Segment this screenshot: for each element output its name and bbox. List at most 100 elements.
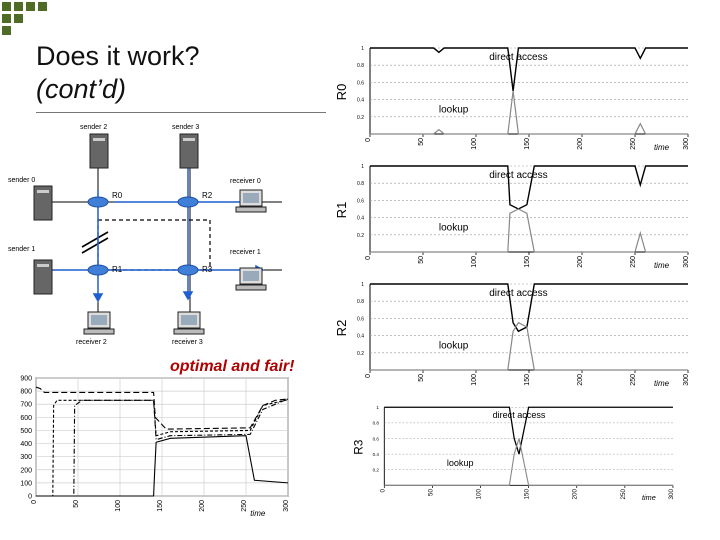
x-axis-label: time [654, 261, 670, 270]
y-tick-label-7: 700 [20, 402, 32, 409]
annotation-direct-access: direct access [493, 410, 546, 420]
receiver-2-label: receiver 2 [76, 339, 107, 346]
annotation-direct-access: direct access [489, 288, 547, 299]
x-axis-label: time [654, 379, 670, 388]
y-tick-label-5: 500 [20, 428, 32, 435]
x-tick-label-6: 300 [283, 500, 290, 512]
network-diagram: R0 R2 R1 R3 sender 0 sender 1 sender 2 s… [8, 124, 282, 346]
x-tick-label-6: 300 [683, 138, 690, 150]
x-tick-label-0: 0 [365, 138, 372, 142]
series-1 [370, 90, 688, 135]
sender-3-label: sender 3 [172, 124, 199, 131]
series-0 [370, 283, 688, 333]
y-tick-label-2: 0.6 [357, 198, 364, 204]
panel-label: R0 [334, 84, 349, 101]
router-r2-label: R2 [202, 191, 213, 200]
panel-r0: R0 0.2 0.4 0.6 0.8 1 0 50 100 150 200 250 300 time dir… [334, 46, 690, 152]
y-tick-label-3: 300 [20, 454, 32, 461]
sender-1: sender 1 [8, 246, 53, 295]
title-underline [36, 112, 326, 113]
x-axis-label: time [654, 143, 670, 152]
x-tick-label-1: 50 [73, 500, 80, 508]
receiver-1-label: receiver 1 [230, 249, 261, 256]
x-tick-label-3: 150 [524, 138, 531, 150]
title-subtitle: (cont’d) [36, 74, 127, 104]
x-tick-label-4: 200 [572, 488, 579, 499]
panel-r1: R1 0.2 0.4 0.6 0.8 1 0 50 100 150 200 250 300 time dir… [334, 164, 690, 270]
y-tick-label-0: 0.2 [373, 468, 380, 473]
x-tick-label-5: 250 [241, 500, 248, 512]
receiver-0-label: receiver 0 [230, 178, 261, 185]
x-tick-label-4: 200 [199, 500, 206, 512]
y-tick-label-1: 100 [20, 480, 32, 487]
annotation-lookup: lookup [439, 105, 469, 116]
x-tick-label-4: 200 [577, 138, 584, 150]
rate-chart: 0 100 200 300 400 500 600 700 800 900 0 50 100 150 200… [20, 376, 290, 519]
router-r0: R0 [87, 191, 123, 208]
receiver-2: receiver 2 [76, 311, 115, 346]
x-tick-label-5: 250 [630, 256, 637, 268]
y-tick-label-1: 0.4 [357, 216, 364, 222]
sender-3: sender 3 [172, 124, 199, 169]
sender-1-label: sender 1 [8, 246, 35, 253]
x-tick-label-2: 100 [115, 500, 122, 512]
sender-2: sender 2 [80, 124, 109, 169]
sender-2-label: sender 2 [80, 124, 107, 131]
y-tick-label-4: 1 [376, 405, 379, 410]
y-tick-label-1: 0.4 [373, 452, 380, 457]
annotation-direct-access: direct access [489, 170, 547, 181]
y-tick-label-2: 0.6 [357, 316, 364, 322]
x-tick-label-3: 150 [524, 256, 531, 268]
rate-series-3 [36, 435, 289, 497]
panel-label: R1 [334, 202, 349, 219]
y-tick-label-1: 0.4 [357, 334, 364, 340]
series-1 [384, 438, 673, 486]
slide-title: Does it work? (cont’d) [36, 40, 200, 106]
x-tick-label-2: 100 [471, 374, 478, 386]
y-tick-label-0: 0.2 [357, 233, 364, 239]
x-tick-label-0: 0 [365, 374, 372, 378]
x-tick-label-1: 50 [418, 138, 425, 146]
receiver-0: receiver 0 [230, 178, 267, 213]
y-tick-label-6: 600 [20, 415, 32, 422]
series-1 [370, 321, 688, 371]
receiver-3-label: receiver 3 [172, 339, 203, 346]
x-tick-label-2: 100 [471, 256, 478, 268]
y-tick-label-4: 400 [20, 441, 32, 448]
y-tick-label-1: 0.4 [357, 98, 364, 104]
x-tick-label-5: 250 [630, 374, 637, 386]
x-tick-label-1: 50 [418, 256, 425, 264]
x-tick-label-0: 0 [31, 500, 38, 504]
x-tick-label-6: 300 [668, 488, 675, 499]
x-axis-label: time [250, 509, 266, 518]
annotation-lookup: lookup [439, 223, 469, 234]
x-tick-label-3: 150 [524, 374, 531, 386]
y-tick-label-3: 0.8 [357, 299, 364, 305]
panel-label: R3 [352, 439, 366, 455]
y-tick-label-0: 0 [28, 494, 32, 501]
annotation-lookup: lookup [447, 458, 474, 468]
annotation-direct-access: direct access [489, 52, 547, 63]
y-tick-label-0: 0.2 [357, 115, 364, 121]
rate-series-2 [36, 398, 289, 497]
series-0 [370, 165, 688, 210]
series-1 [370, 208, 688, 253]
x-tick-label-0: 0 [379, 488, 386, 492]
x-tick-label-2: 100 [471, 138, 478, 150]
x-tick-label-4: 200 [577, 374, 584, 386]
sender-0: sender 0 [8, 177, 53, 221]
x-tick-label-3: 150 [524, 488, 531, 499]
rate-series-1 [36, 399, 289, 497]
panel-label: R2 [334, 320, 349, 337]
y-tick-label-4: 1 [361, 282, 364, 288]
x-tick-label-5: 250 [630, 138, 637, 150]
decorative-squares [2, 2, 47, 35]
router-r0-label: R0 [112, 191, 123, 200]
series-0 [384, 406, 673, 455]
x-tick-label-5: 250 [620, 488, 627, 499]
x-tick-label-4: 200 [577, 256, 584, 268]
y-tick-label-4: 1 [361, 164, 364, 170]
x-tick-label-3: 150 [157, 500, 164, 512]
x-tick-label-2: 100 [476, 488, 483, 499]
router-r1: R1 [87, 264, 123, 276]
